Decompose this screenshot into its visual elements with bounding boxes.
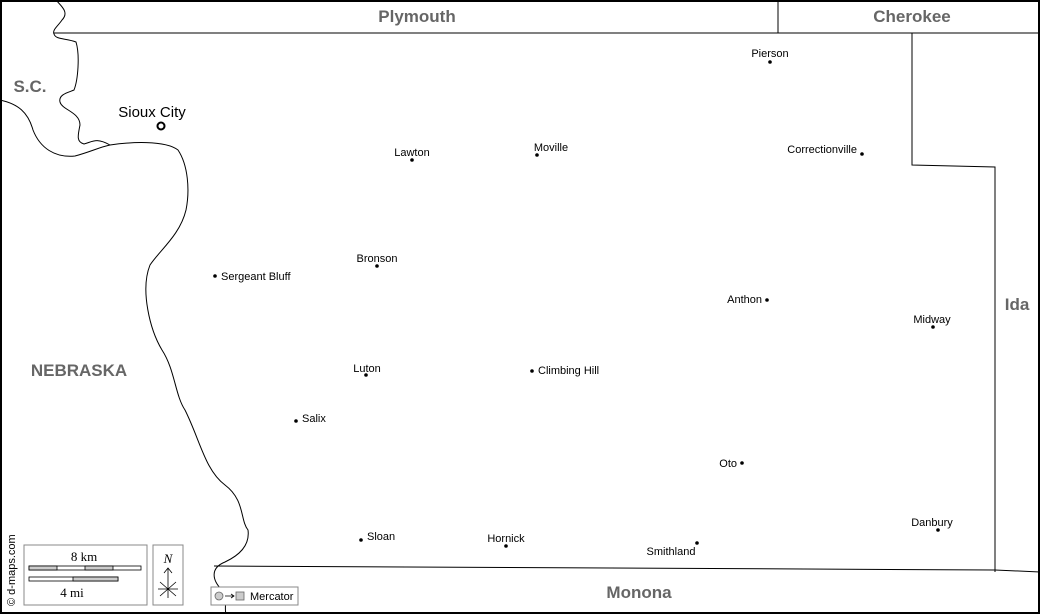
town-label-anthon: Anthon — [727, 294, 762, 306]
town-dot-climbing-hill — [530, 369, 534, 373]
town-markers — [213, 60, 940, 548]
town-label-moville: Moville — [534, 142, 568, 154]
town-label-danbury: Danbury — [911, 517, 953, 529]
town-dot-sloan — [359, 538, 363, 542]
credit-text: © d-maps.com — [6, 534, 18, 606]
region-monona: Monona — [606, 583, 672, 602]
region-nebraska: NEBRASKA — [31, 361, 127, 380]
region-ida: Ida — [1005, 295, 1030, 314]
town-dot-oto — [740, 461, 744, 465]
city-marker-sioux-city — [156, 121, 166, 131]
town-label-salix: Salix — [302, 413, 326, 425]
town-dot-luton — [364, 373, 368, 377]
county-boundaries — [54, 0, 1040, 573]
rivers — [0, 0, 249, 614]
town-dot-bronson — [375, 264, 379, 268]
town-dot-correctionville — [860, 152, 864, 156]
missouri-river — [53, 0, 249, 614]
town-label-correctionville: Correctionville — [787, 144, 857, 156]
town-dot-smithland — [695, 541, 699, 545]
town-label-luton: Luton — [353, 363, 381, 375]
scale-km-label: 8 km — [71, 549, 97, 564]
town-label-oto: Oto — [719, 458, 737, 470]
region-plymouth: Plymouth — [378, 7, 455, 26]
town-label-sergeant-bluff: Sergeant Bluff — [221, 271, 291, 283]
town-dot-sergeant-bluff — [213, 274, 217, 278]
town-dot-anthon — [765, 298, 769, 302]
north-arrow: N — [152, 544, 184, 606]
city-label-sioux-city: Sioux City — [118, 104, 186, 121]
town-dot-moville — [535, 153, 539, 157]
town-label-lawton: Lawton — [394, 147, 429, 159]
town-label-sloan: Sloan — [367, 531, 395, 543]
projection-box: Mercator — [210, 586, 299, 606]
town-dot-midway — [931, 325, 935, 329]
town-dot-pierson — [768, 60, 772, 64]
town-label-smithland: Smithland — [647, 546, 696, 558]
monona-boundary — [213, 565, 1040, 573]
cherokee-ida-boundary — [911, 33, 996, 572]
arrow-right-icon — [225, 593, 235, 599]
region-sc: S.C. — [13, 77, 46, 96]
north-label: N — [163, 551, 174, 566]
town-dot-lawton — [410, 158, 414, 162]
scale-bar: 8 km 4 mi — [23, 544, 148, 606]
region-cherokee: Cherokee — [873, 7, 950, 26]
map-square-icon — [235, 591, 245, 601]
town-dot-salix — [294, 419, 298, 423]
town-dot-danbury — [936, 528, 940, 532]
big-sioux-river — [0, 99, 111, 157]
town-label-climbing-hill: Climbing Hill — [538, 365, 599, 377]
compass-icon — [158, 567, 178, 598]
projection-label: Mercator — [250, 591, 294, 603]
town-label-hornick: Hornick — [487, 533, 525, 545]
town-label-pierson: Pierson — [751, 48, 788, 60]
town-dot-hornick — [504, 544, 508, 548]
scale-mi-label: 4 mi — [60, 585, 84, 600]
town-label-bronson: Bronson — [357, 253, 398, 265]
globe-icon — [214, 591, 224, 601]
town-label-midway: Midway — [913, 314, 951, 326]
